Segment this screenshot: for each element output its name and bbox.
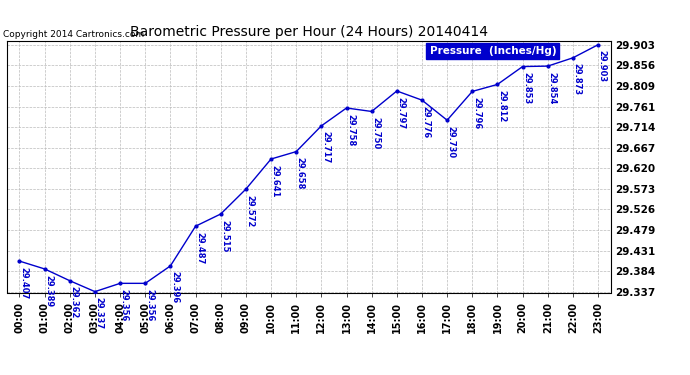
Text: 29.389: 29.389 [44, 274, 53, 307]
Text: 29.641: 29.641 [270, 165, 279, 197]
Text: 29.730: 29.730 [447, 126, 456, 158]
Text: 29.487: 29.487 [195, 232, 204, 264]
Text: 29.356: 29.356 [120, 289, 129, 321]
Text: 29.515: 29.515 [220, 219, 229, 252]
Text: 29.854: 29.854 [547, 72, 556, 104]
Text: 29.853: 29.853 [522, 72, 531, 104]
Text: 29.396: 29.396 [170, 272, 179, 304]
Text: Copyright 2014 Cartronics.com: Copyright 2014 Cartronics.com [3, 30, 145, 39]
Text: 29.658: 29.658 [296, 157, 305, 189]
Text: 29.758: 29.758 [346, 114, 355, 146]
Text: 29.717: 29.717 [321, 131, 330, 164]
Text: 29.903: 29.903 [598, 50, 607, 82]
Text: 29.776: 29.776 [422, 106, 431, 138]
Text: 29.356: 29.356 [145, 289, 154, 321]
Text: 29.873: 29.873 [573, 63, 582, 96]
Text: 29.407: 29.407 [19, 267, 28, 299]
Text: 29.797: 29.797 [397, 96, 406, 129]
Text: 29.796: 29.796 [472, 97, 481, 129]
Title: Barometric Pressure per Hour (24 Hours) 20140414: Barometric Pressure per Hour (24 Hours) … [130, 25, 488, 39]
Text: Pressure  (Inches/Hg): Pressure (Inches/Hg) [429, 46, 556, 56]
Text: 29.362: 29.362 [70, 286, 79, 319]
Text: 29.812: 29.812 [497, 90, 506, 122]
Text: 29.337: 29.337 [95, 297, 103, 329]
Text: 29.750: 29.750 [371, 117, 380, 149]
Text: 29.572: 29.572 [246, 195, 255, 227]
